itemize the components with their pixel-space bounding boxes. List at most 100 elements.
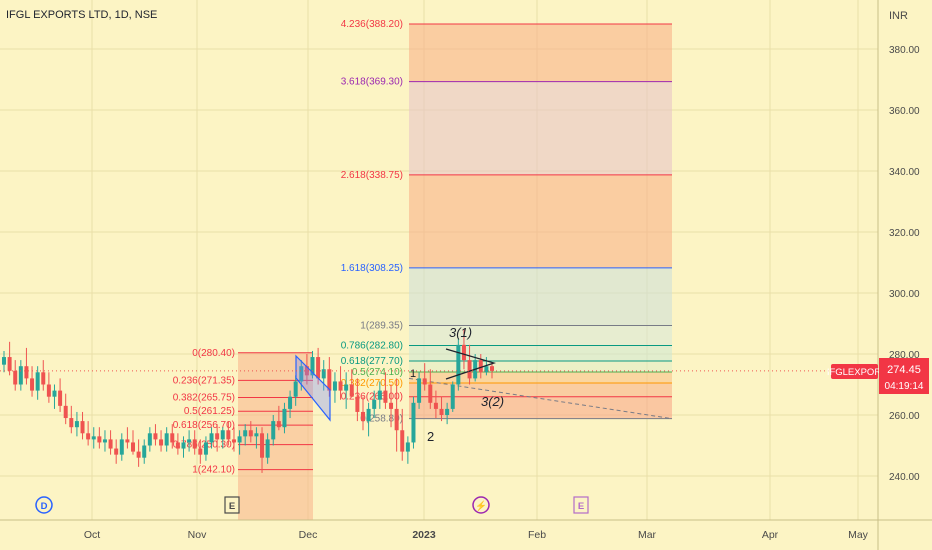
fib-left-level-label: 0.5(261.25) xyxy=(184,406,235,417)
fib-left-level-label: 0(280.40) xyxy=(192,348,235,359)
time-axis-tick: Apr xyxy=(762,529,779,541)
candle-body xyxy=(226,430,231,440)
fib-right-zone xyxy=(409,396,672,419)
candle-body xyxy=(80,421,85,434)
candle-body xyxy=(383,390,388,403)
candle-body xyxy=(282,408,287,428)
price-axis-tick: 320.00 xyxy=(889,228,920,239)
dividend-marker-shape[interactable] xyxy=(35,496,53,514)
price-axis-tick: 300.00 xyxy=(889,289,920,300)
time-axis-tick: 2023 xyxy=(412,529,436,541)
candle-body xyxy=(102,439,107,443)
fib-right-level-label: 0.786(282.80) xyxy=(341,340,403,351)
symbol-tag-bg[interactable] xyxy=(831,364,878,379)
symbol-tag-text[interactable]: IFGLEXPOR xyxy=(827,367,882,378)
candle-body xyxy=(74,421,79,428)
earnings-marker-1-shape[interactable] xyxy=(224,496,240,514)
fib-left-level-label: 1(242.10) xyxy=(192,465,235,476)
triangle-pattern xyxy=(445,348,497,380)
price-axis-tick: 240.00 xyxy=(889,472,920,483)
candle-body xyxy=(433,402,438,409)
candle-body xyxy=(321,369,326,379)
candle-body xyxy=(30,378,35,391)
candle-body xyxy=(372,399,377,409)
candle-body xyxy=(7,357,12,371)
candle-body xyxy=(215,433,220,440)
fib-right-level-label: 4.236(388.20) xyxy=(341,19,403,30)
candle-body xyxy=(332,381,337,391)
candle-body xyxy=(299,366,304,382)
candle-body xyxy=(450,384,455,409)
last-price-value[interactable]: 274.45 xyxy=(887,364,921,376)
candle-body xyxy=(63,405,68,419)
candle-body xyxy=(192,439,197,449)
candle-body xyxy=(411,402,416,443)
candle-body xyxy=(405,442,410,452)
fib-left-level-label: 0.382(265.75) xyxy=(173,392,235,403)
candle-body xyxy=(288,396,293,409)
candle-body xyxy=(276,421,281,428)
split-marker-shape[interactable] xyxy=(472,496,490,514)
price-tag-bg[interactable] xyxy=(879,358,929,394)
candle-body xyxy=(147,433,152,446)
candle-body xyxy=(338,381,343,391)
price-axis-tick: 360.00 xyxy=(889,106,920,117)
candle-body xyxy=(490,366,494,371)
candle-body xyxy=(136,451,141,458)
candle-body xyxy=(187,439,192,443)
candle-body xyxy=(366,408,371,422)
time-axis-tick: Mar xyxy=(638,529,657,541)
candle-body xyxy=(220,430,225,440)
candle-body xyxy=(164,433,169,446)
fib-right-level-label: 1.618(308.25) xyxy=(341,263,403,274)
candle-body xyxy=(125,439,130,443)
candle-body xyxy=(349,384,354,397)
dividend-marker-text[interactable]: D xyxy=(41,501,48,512)
candle-body xyxy=(316,357,321,379)
candle-body xyxy=(355,396,360,412)
candle-body xyxy=(24,366,29,379)
price-axis-currency-label: INR xyxy=(889,10,908,22)
price-axis-tick: 280.00 xyxy=(889,350,920,361)
fib-right-zone xyxy=(409,325,672,346)
candle-body xyxy=(456,344,461,385)
earnings-marker-2-shape[interactable] xyxy=(573,496,589,514)
candle-body xyxy=(153,433,158,440)
fib-right-level-label: 0.618(277.70) xyxy=(341,356,403,367)
earnings-marker-1-text[interactable]: E xyxy=(229,501,235,512)
candle-body xyxy=(394,408,399,431)
candle-body xyxy=(203,442,208,455)
candle-body xyxy=(13,370,18,385)
split-marker-text[interactable]: ⚡ xyxy=(475,500,487,512)
candle-body xyxy=(445,408,450,415)
candle-body xyxy=(41,372,46,385)
candle-body xyxy=(422,378,427,385)
time-axis-tick: May xyxy=(848,529,869,541)
fib-right-zone xyxy=(409,81,672,175)
fib-left-level-label: 0.236(271.35) xyxy=(173,375,235,386)
price-axis-tick: 380.00 xyxy=(889,45,920,56)
fib-right-zone xyxy=(409,267,672,326)
fib-right-zone xyxy=(409,345,672,362)
symbol-legend-title[interactable]: IFGL EXPORTS LTD, 1D, NSE xyxy=(6,9,158,21)
earnings-marker-2-text[interactable]: E xyxy=(578,501,584,512)
candle-body xyxy=(86,433,91,440)
fib-right-level-label: 0.236(266.00) xyxy=(341,392,403,403)
price-axis-tick: 260.00 xyxy=(889,411,920,422)
candle-body xyxy=(417,378,422,403)
candle-body xyxy=(389,402,394,409)
candle-body xyxy=(181,442,186,449)
candle-body xyxy=(439,408,444,415)
candle-body xyxy=(2,357,6,365)
candle-body xyxy=(260,433,265,458)
candle-body xyxy=(254,433,259,437)
candle-body xyxy=(310,357,315,376)
fib-right-level-label: 1(289.35) xyxy=(360,320,403,331)
candle-body xyxy=(428,384,433,403)
candle-body xyxy=(344,384,349,391)
candle-body xyxy=(327,369,332,391)
fib-right-zone xyxy=(409,174,672,268)
fib-right-level-label: 0.5(274.10) xyxy=(352,367,403,378)
